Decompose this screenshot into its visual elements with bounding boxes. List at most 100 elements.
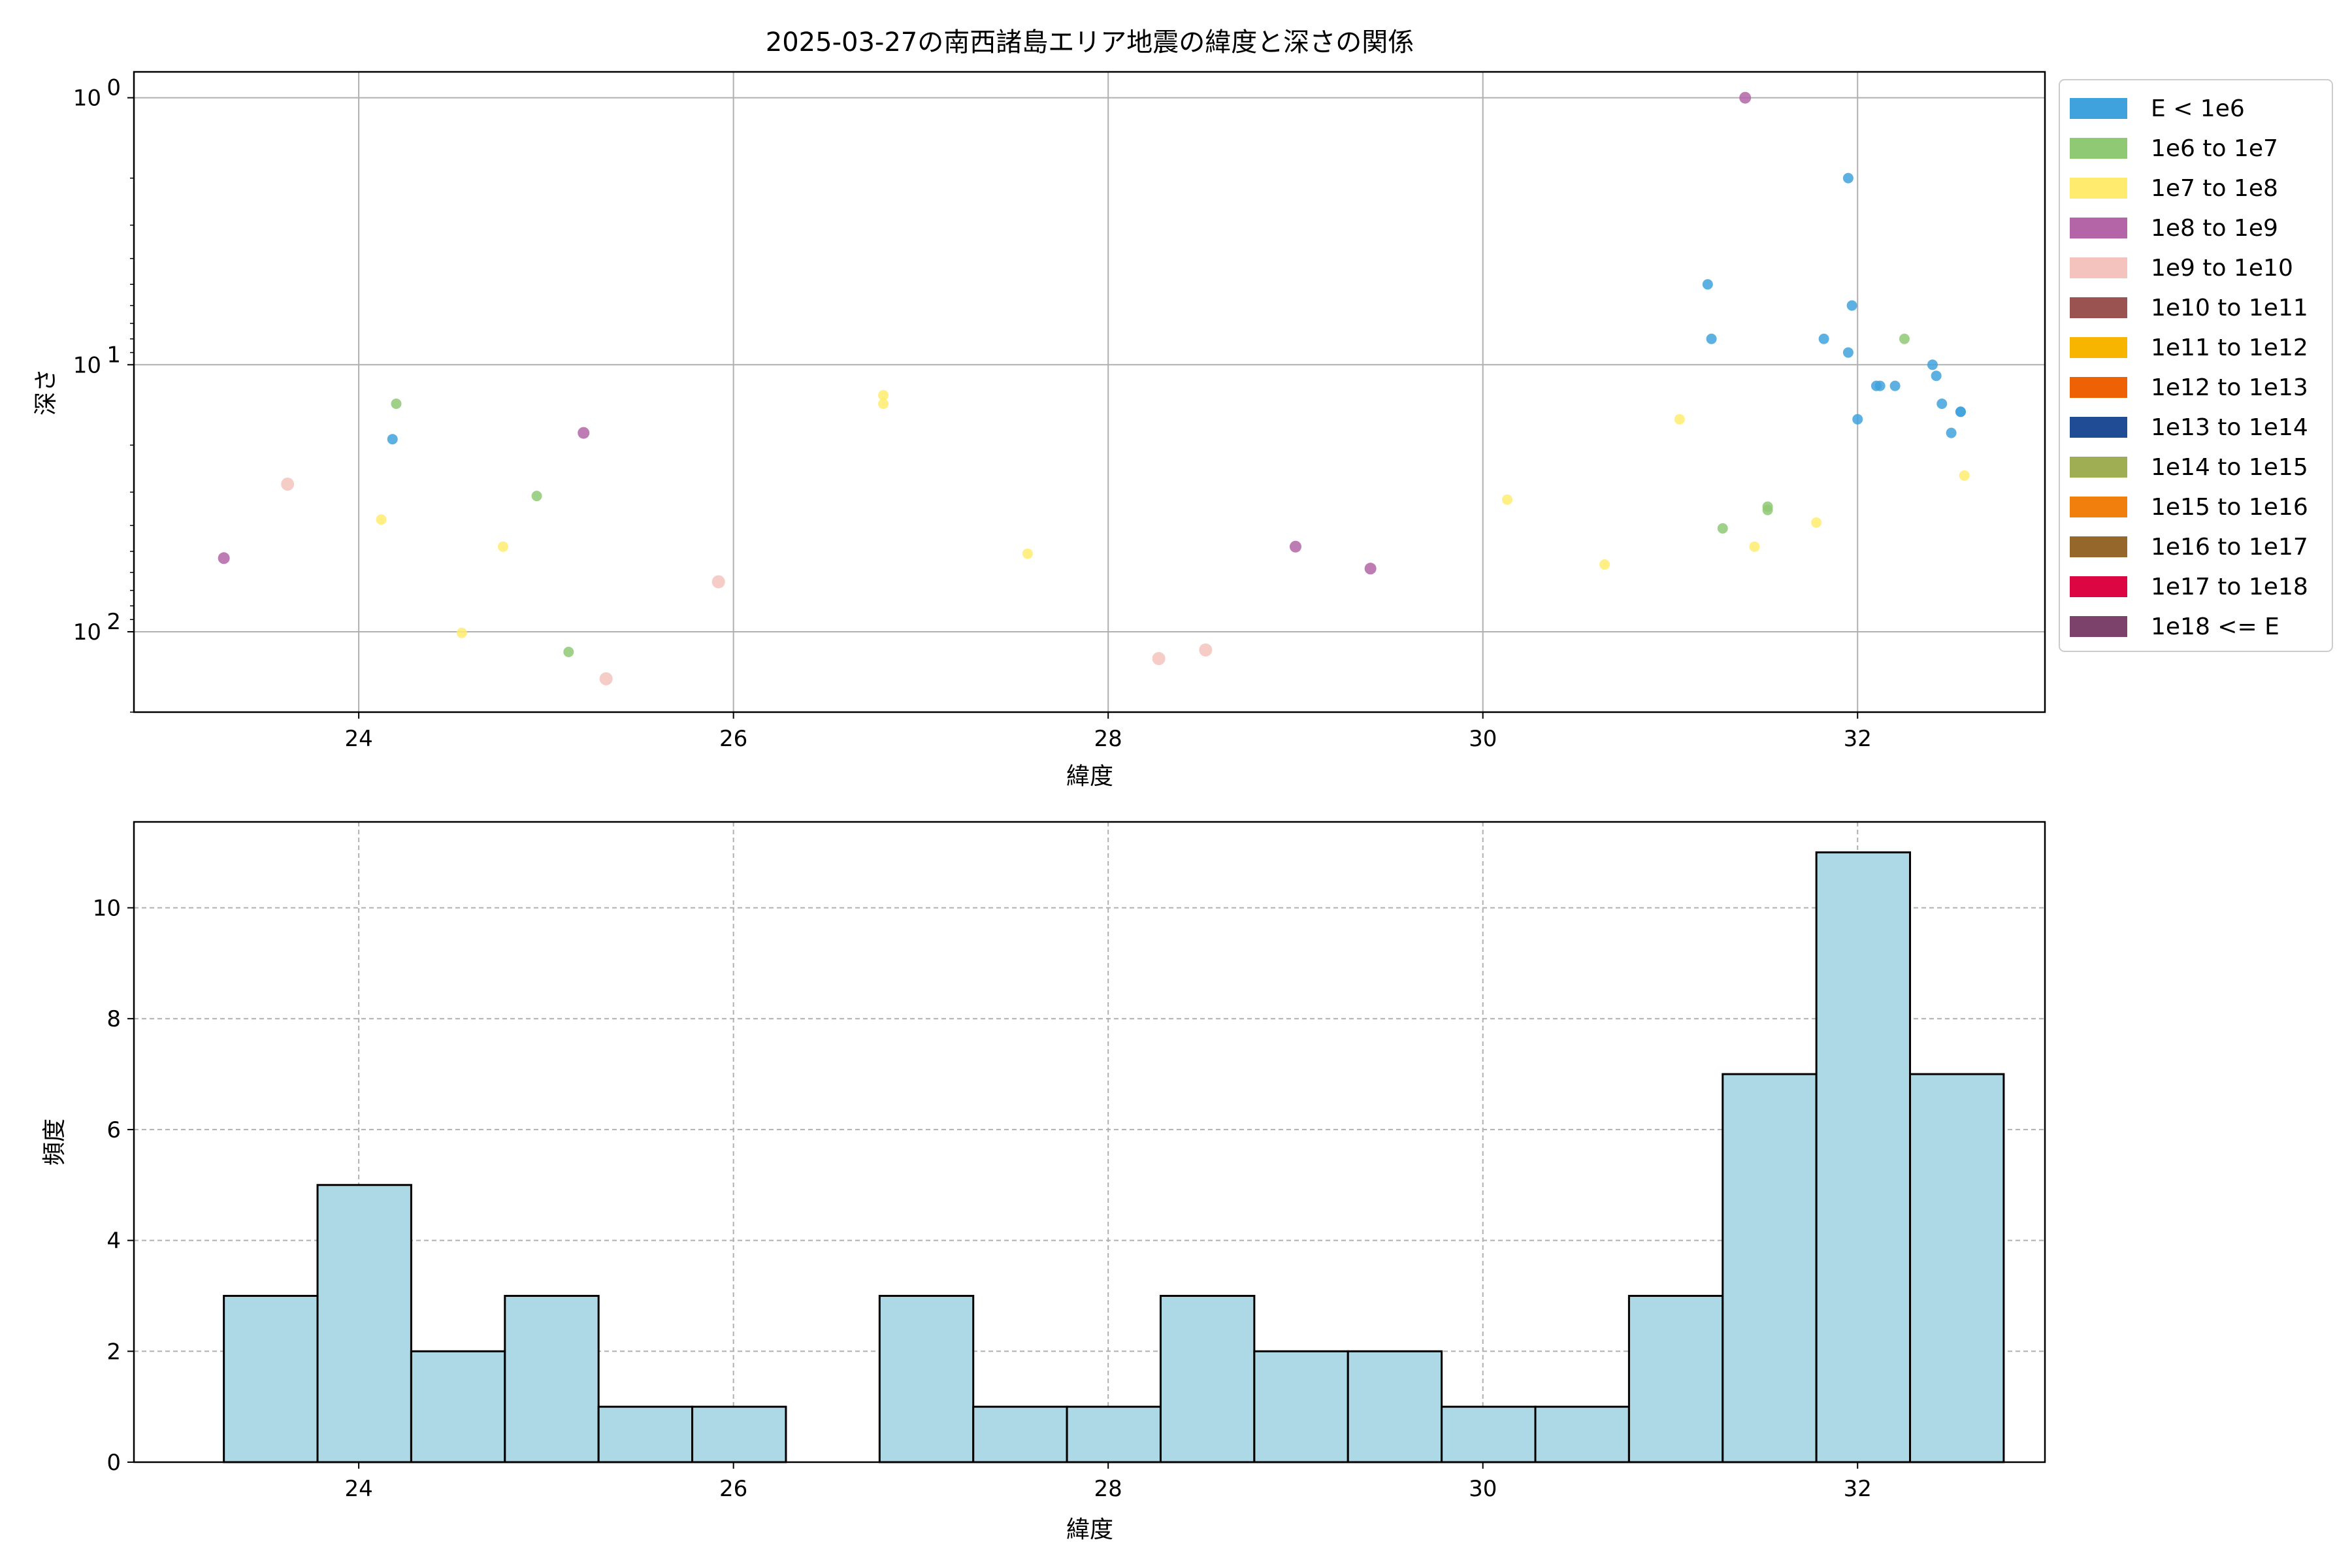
histogram-x-tick-label: 28 [1094, 1476, 1122, 1502]
scatter-point [1599, 559, 1610, 570]
scatter-point [281, 478, 295, 491]
scatter-point [1022, 548, 1033, 559]
histogram-y-tick-label: 6 [106, 1117, 121, 1143]
scatter-x-tick-label: 24 [344, 726, 372, 752]
scatter-point [1501, 494, 1512, 505]
scatter-point [1762, 501, 1773, 512]
legend-swatch [2070, 377, 2127, 398]
scatter-x-axis-label: 緯度 [1066, 763, 1113, 790]
scatter-y-tick-label: 10 [73, 352, 101, 378]
scatter-y-tick-exponent: 0 [106, 75, 121, 101]
scatter-point [1674, 414, 1685, 425]
histogram-bar [1347, 1350, 1443, 1463]
histogram-bar [504, 1294, 600, 1463]
scatter-y-tick-exponent: 2 [106, 609, 121, 635]
histogram-bar [410, 1350, 506, 1463]
histogram-bar [1253, 1350, 1349, 1463]
legend-label: 1e16 to 1e17 [2151, 534, 2308, 561]
histogram-x-tick-label: 26 [719, 1476, 747, 1502]
scatter-point [531, 491, 542, 502]
legend-label: 1e17 to 1e18 [2151, 574, 2308, 600]
legend-label: 1e7 to 1e8 [2151, 175, 2278, 202]
scatter-point [599, 672, 613, 685]
scatter-point [1889, 380, 1901, 391]
legend-swatch [2070, 98, 2127, 119]
histogram-x-tick-label: 24 [344, 1476, 372, 1502]
legend-swatch [2070, 457, 2127, 478]
scatter-point [878, 389, 889, 400]
scatter-point [1364, 563, 1377, 575]
histogram-bar [223, 1294, 319, 1463]
scatter-y-tick-label: 10 [73, 86, 101, 112]
legend-label: 1e8 to 1e9 [2151, 215, 2278, 242]
legend-swatch [2070, 178, 2127, 199]
histogram-bars [223, 851, 2005, 1463]
legend-swatch [2070, 337, 2127, 358]
scatter-point [1874, 380, 1886, 391]
scatter-point [1899, 333, 1910, 344]
scatter-point [711, 575, 725, 589]
histogram-bar [316, 1184, 412, 1463]
legend-swatch [2070, 536, 2127, 557]
legend-label: 1e6 to 1e7 [2151, 135, 2278, 162]
scatter-point [1846, 300, 1857, 311]
legend-swatch [2070, 616, 2127, 637]
histogram-bar [1159, 1294, 1256, 1463]
legend-label: 1e15 to 1e16 [2151, 494, 2308, 521]
legend-swatch [2070, 218, 2127, 238]
scatter-y-axis-label: 深さ [33, 368, 59, 416]
histogram-x-tick-label: 30 [1469, 1476, 1497, 1502]
scatter-point [1852, 414, 1863, 425]
legend-swatch [2070, 297, 2127, 318]
legend-swatch [2070, 576, 2127, 597]
legend-frame [2059, 79, 2333, 652]
histogram-x-ticks: 24 26 28 30 32 [344, 1462, 1872, 1502]
legend-label: 1e14 to 1e15 [2151, 454, 2308, 481]
legend-label: 1e18 <= E [2151, 613, 2279, 640]
histogram-y-tick-label: 10 [93, 896, 121, 922]
histogram-bar [972, 1405, 1068, 1463]
histogram-bar [597, 1405, 694, 1463]
legend-items: E < 1e6 1e6 to 1e7 1e7 to 1e8 1e8 to 1e9 1e9… [2070, 95, 2308, 640]
chart-title: 2025-03-27の南西諸島エリア地震の緯度と深さの関係 [766, 27, 1414, 57]
scatter-x-tick-label: 30 [1469, 726, 1497, 752]
histogram-x-tick-label: 32 [1844, 1476, 1872, 1502]
legend-label: 1e10 to 1e11 [2151, 295, 2308, 321]
histogram-bar [691, 1405, 787, 1463]
scatter-x-tick-label: 26 [719, 726, 747, 752]
scatter-y-tick-label: 10 [73, 619, 101, 645]
scatter-point [1927, 359, 1938, 370]
scatter-axes-frame [133, 71, 2046, 713]
scatter-point [387, 434, 398, 445]
histogram-y-tick-label: 2 [106, 1339, 121, 1365]
scatter-y-tick-exponent: 1 [106, 342, 121, 368]
histogram-bar [1815, 851, 1912, 1463]
scatter-point [1842, 347, 1854, 358]
scatter-x-ticks: 24 26 28 30 32 [344, 712, 1872, 752]
legend-swatch [2070, 497, 2127, 517]
scatter-point [578, 427, 590, 439]
histogram-bar [1066, 1405, 1162, 1463]
scatter-point [1959, 470, 1970, 481]
histogram-bar [1722, 1073, 1818, 1463]
scatter-point [218, 552, 230, 564]
scatter-point [1289, 540, 1301, 553]
scatter-point [1706, 333, 1717, 344]
scatter-x-tick-label: 32 [1844, 726, 1872, 752]
scatter-point [1946, 427, 1957, 438]
histogram-y-tick-label: 4 [106, 1228, 121, 1254]
legend-swatch [2070, 138, 2127, 159]
histogram-bar [1441, 1405, 1537, 1463]
scatter-point [878, 399, 889, 410]
legend-swatch [2070, 257, 2127, 278]
legend-label: 1e12 to 1e13 [2151, 374, 2308, 401]
scatter-point [1811, 517, 1822, 528]
histogram-y-axis-label: 頻度 [41, 1119, 68, 1166]
scatter-point [1931, 370, 1942, 382]
scatter-points [218, 91, 1970, 685]
scatter-point [1842, 172, 1854, 184]
